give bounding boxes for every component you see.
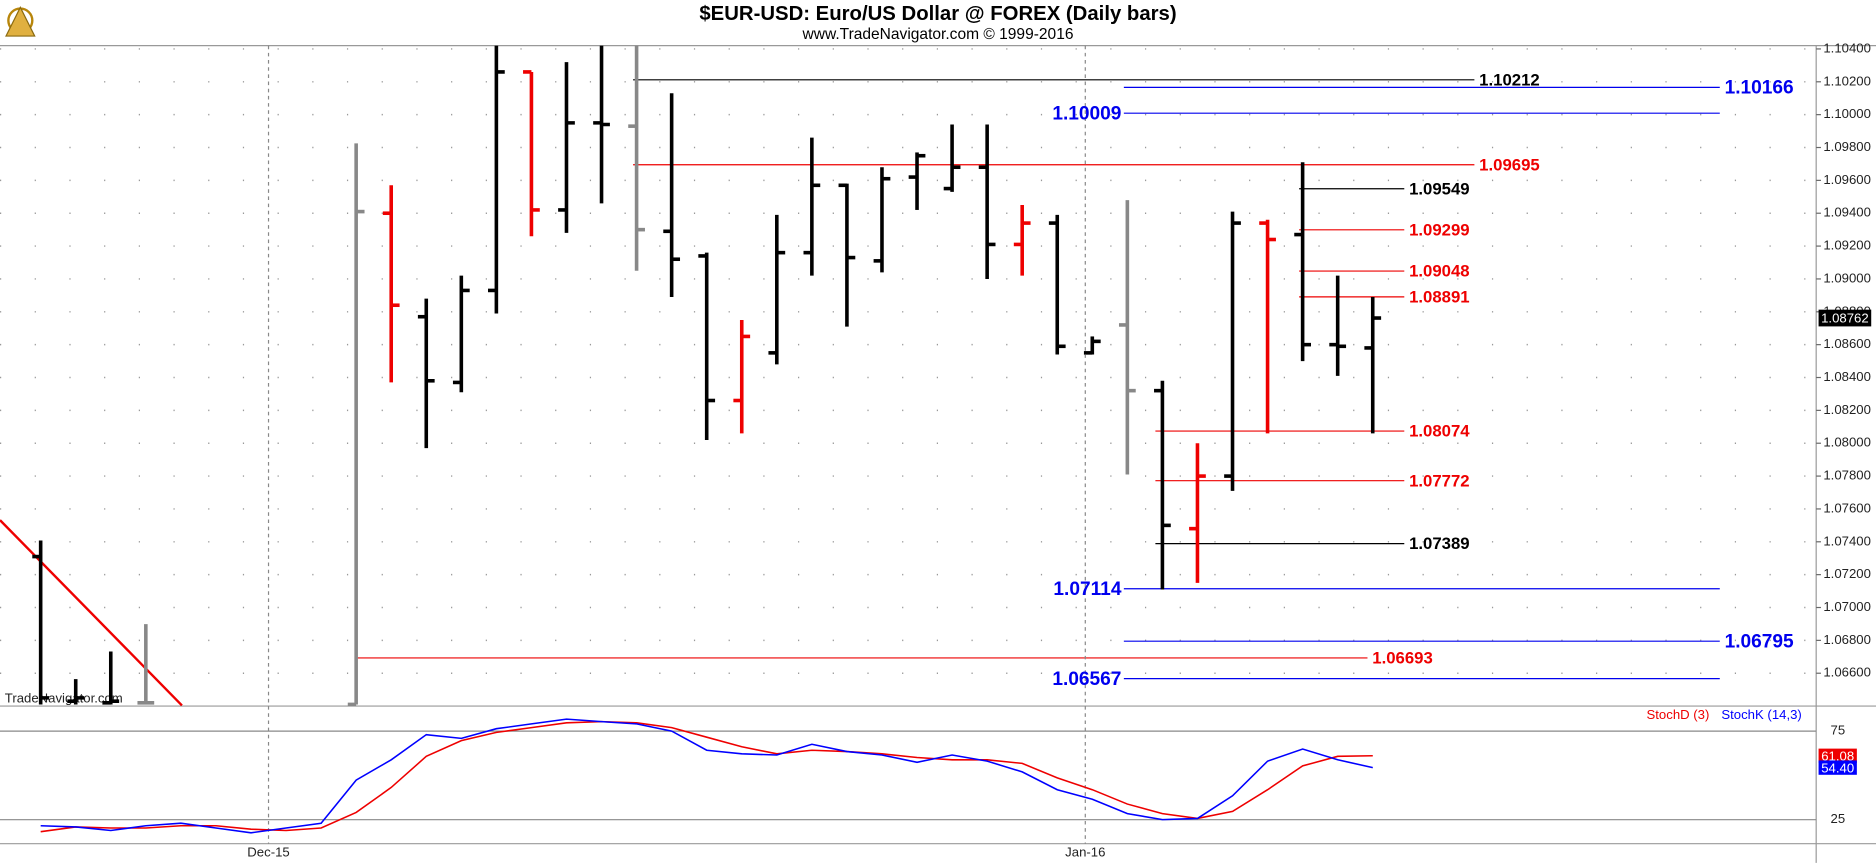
ohlc-bar <box>1154 380 1171 590</box>
ohlc-bar <box>137 624 155 705</box>
level-label: 1.10009 <box>1052 103 1121 124</box>
legend-entry: StochK (14,3) <box>1721 707 1801 722</box>
ohlc-bar <box>32 540 50 705</box>
ohlc-bar <box>1259 219 1276 434</box>
level-label: 1.07772 <box>1409 471 1470 490</box>
y-tick-label: 1.07400 <box>1823 533 1871 548</box>
ohlc-bar <box>452 275 470 393</box>
y-tick-label: 1.09200 <box>1823 238 1871 253</box>
level-label: 1.09549 <box>1409 179 1470 198</box>
legend-entry: StochD (3) <box>1647 707 1710 722</box>
chart-title: $EUR-USD: Euro/US Dollar @ FOREX (Daily … <box>699 3 1176 25</box>
y-tick-label: 1.10400 <box>1823 40 1871 55</box>
ohlc-bar <box>417 298 435 449</box>
ohlc-bar <box>768 214 786 365</box>
ohlc-bar <box>1083 336 1101 355</box>
ohlc-bar <box>838 183 856 327</box>
ohlc-bar <box>593 45 610 204</box>
logo <box>5 6 36 37</box>
stoch-line <box>40 720 1373 833</box>
y-tick-label: 1.10000 <box>1823 106 1871 121</box>
ohlc-bar <box>382 185 400 383</box>
y-tick-label: 1.10200 <box>1823 73 1871 88</box>
ohlc-bar <box>1189 443 1206 583</box>
ohlc-bar <box>67 679 85 705</box>
y-tick-label: 1.07200 <box>1823 566 1871 581</box>
ohlc-bar <box>943 124 961 192</box>
level-label: 1.06567 <box>1052 669 1121 690</box>
y-tick-label: 1.09600 <box>1823 172 1871 187</box>
level-label: 1.09695 <box>1479 155 1540 174</box>
ohlc-bar <box>1224 211 1241 491</box>
y-tick-label: 1.07600 <box>1823 500 1871 515</box>
y-tick-label: 1.09000 <box>1823 270 1871 285</box>
ohlc-bar <box>558 62 575 233</box>
ohlc-bar <box>487 45 505 314</box>
ohlc-bar <box>1294 162 1312 362</box>
level-label: 1.09048 <box>1409 262 1470 281</box>
ohlc-bar <box>1048 214 1066 355</box>
x-tick-label: Dec-15 <box>247 845 289 860</box>
y-tick-label: 1.09800 <box>1823 139 1871 154</box>
ohlc-bar <box>523 70 540 237</box>
current-value-box <box>1818 748 1857 763</box>
ohlc-bar <box>347 143 365 707</box>
level-label: 1.08891 <box>1409 287 1470 306</box>
level-label: 1.10212 <box>1479 70 1540 89</box>
ohlc-bar <box>733 320 751 434</box>
y-tick-label: 1.08200 <box>1823 402 1871 417</box>
y-tick-label: 25 <box>1831 811 1846 826</box>
trendline <box>0 519 183 707</box>
y-tick-label: 1.06800 <box>1823 632 1871 647</box>
current-value-label: 54.40 <box>1821 760 1854 775</box>
ohlc-bar <box>698 252 716 440</box>
y-tick-label: 1.07800 <box>1823 468 1871 483</box>
current-price-box <box>1818 309 1872 327</box>
ohlc-bar <box>102 651 120 705</box>
level-label: 1.09299 <box>1409 220 1470 239</box>
level-label: 1.10166 <box>1725 78 1794 99</box>
ohlc-bar <box>663 93 681 298</box>
ohlc-bar <box>1013 205 1031 276</box>
y-tick-label: 1.08600 <box>1823 336 1871 351</box>
y-tick-label: 1.07000 <box>1823 599 1871 614</box>
ohlc-bar <box>908 152 926 210</box>
ohlc-bar <box>978 124 996 279</box>
y-tick-label: 1.09400 <box>1823 205 1871 220</box>
level-label: 1.06795 <box>1725 631 1794 652</box>
chart-subtitle: www.TradeNavigator.com © 1999-2016 <box>802 26 1074 43</box>
stoch-line <box>40 718 1373 834</box>
ohlc-bar <box>803 137 821 276</box>
level-label: 1.06693 <box>1372 649 1433 668</box>
watermark: TradeNavigator.com <box>5 690 123 705</box>
ohlc-bar <box>1364 297 1382 434</box>
ohlc-bar <box>1329 275 1347 376</box>
ohlc-bar <box>628 45 645 271</box>
y-tick-label: 1.06600 <box>1823 665 1871 680</box>
y-tick-label: 1.08400 <box>1823 369 1871 384</box>
current-price-label: 1.08762 <box>1821 311 1869 326</box>
current-value-box <box>1818 760 1857 775</box>
current-value-label: 61.08 <box>1821 748 1854 763</box>
plot-area <box>0 45 1817 707</box>
y-tick-label: 75 <box>1831 723 1846 738</box>
level-label: 1.07114 <box>1053 579 1121 600</box>
ohlc-bar <box>1118 200 1136 475</box>
ohlc-bar <box>873 167 891 273</box>
level-label: 1.08074 <box>1409 422 1470 441</box>
y-tick-label: 1.08000 <box>1823 435 1871 450</box>
level-label: 1.07389 <box>1409 534 1470 553</box>
x-tick-label: Jan-16 <box>1065 845 1105 860</box>
